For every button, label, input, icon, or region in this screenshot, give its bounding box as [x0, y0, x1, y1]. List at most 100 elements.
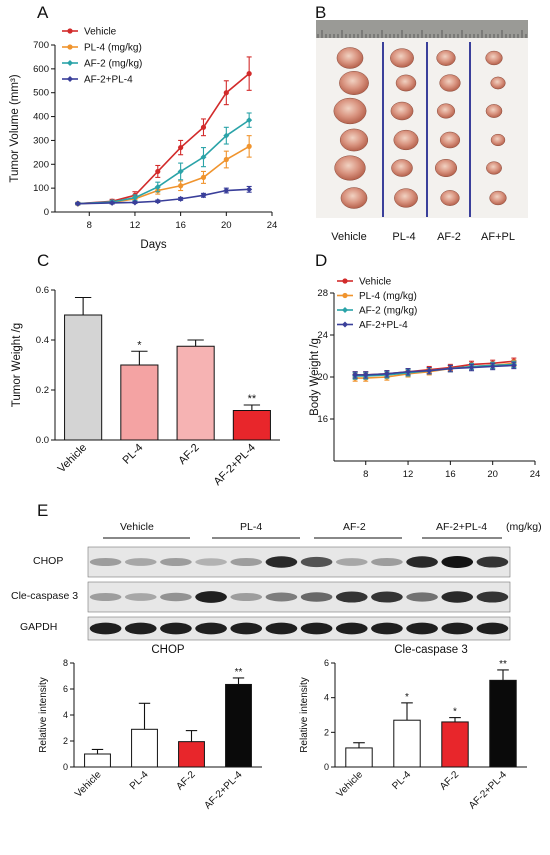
western-blot: Vehicle PL-4 AF-2 AF-2+PL-4 (mg/kg) CHOP… — [11, 521, 542, 641]
tumor — [434, 158, 458, 178]
y-tick-label: 300 — [33, 135, 49, 146]
blot-band — [476, 556, 509, 568]
y-axis-label: Body Weight /g — [309, 338, 321, 416]
panel-letter-d: D — [315, 251, 327, 270]
y-tick-label: 4 — [324, 693, 329, 703]
y-tick-label: 2 — [63, 736, 68, 746]
y-tick-label: 16 — [317, 414, 328, 425]
bar — [64, 314, 103, 441]
blot-band — [300, 592, 333, 602]
blot-label-gapdh: GAPDH — [20, 621, 57, 633]
blot-group-pl4: PL-4 — [240, 521, 262, 533]
y-tick-label: 600 — [33, 64, 49, 75]
blot-band — [441, 591, 474, 603]
legend-marker — [342, 292, 348, 299]
data-point — [200, 124, 207, 130]
photo-label-pl4: PL-4 — [392, 231, 415, 243]
tumor — [395, 74, 417, 92]
blot-band — [89, 622, 122, 635]
blot-band — [300, 556, 333, 568]
tumor-weight-chart: 0.0 0.2 0.4 0.6 Tumor Weight /g Vehicle * PL-4 A… — [11, 285, 280, 488]
blot-band — [300, 622, 333, 635]
panel-letter-a: A — [37, 3, 49, 22]
y-axis-label: Tumor Weight /g — [11, 323, 23, 407]
tumor — [340, 187, 368, 209]
chart-title: Cle-caspase 3 — [394, 644, 468, 656]
y-tick-label: 0.2 — [36, 385, 49, 396]
legend-marker — [67, 60, 73, 66]
legend-marker — [67, 28, 73, 34]
bar — [345, 747, 373, 768]
blot-band — [89, 592, 122, 602]
tumor — [489, 190, 507, 206]
chop-intensity-chart: 0 2 4 6 8 Relative intensity CHOP Vehicle PL-4 AF… — [38, 644, 262, 812]
blot-band — [371, 557, 403, 567]
bar — [84, 753, 111, 768]
data-point — [154, 183, 161, 190]
blot-group-af2: AF-2 — [343, 521, 366, 533]
data-point — [223, 156, 229, 163]
category-label: Vehicle — [335, 769, 366, 800]
y-tick-label: 6 — [63, 684, 68, 694]
chart-title: CHOP — [151, 644, 185, 656]
blot-band — [124, 593, 157, 601]
y-tick-label: 6 — [324, 658, 329, 668]
x-tick-label: 24 — [267, 220, 278, 231]
data-point — [426, 367, 433, 374]
data-point — [177, 195, 184, 202]
tumor — [394, 188, 418, 208]
category-label: PL-4 — [121, 442, 146, 467]
tumor — [490, 133, 506, 147]
blot-strip — [87, 546, 511, 578]
data-point — [468, 364, 475, 371]
series-line-1 — [77, 145, 250, 205]
tumor-specimens — [333, 47, 507, 209]
x-tick-label: 16 — [445, 469, 456, 480]
panel-letter-e: E — [37, 501, 48, 520]
y-axis-label: Relative intensity — [38, 677, 49, 753]
significance-mark: * — [405, 692, 409, 703]
blot-band — [406, 556, 438, 568]
category-label: Vehicle — [56, 442, 90, 476]
y-tick-label: 0.4 — [36, 335, 49, 346]
legend-marker — [67, 76, 73, 82]
panel-letter-c: C — [37, 251, 49, 270]
significance-mark: ** — [248, 393, 257, 405]
blot-strip — [87, 616, 511, 641]
blot-band — [195, 558, 227, 566]
tumor — [485, 50, 503, 66]
category-label: AF-2 — [175, 769, 198, 792]
x-tick-label: 20 — [221, 220, 232, 231]
x-tick-label: 8 — [87, 220, 92, 231]
tumor — [333, 97, 367, 125]
tumor — [339, 71, 369, 95]
photo-label-af2: AF-2 — [437, 231, 461, 243]
blot-band — [406, 592, 438, 602]
data-point — [223, 132, 230, 139]
blot-unit: (mg/kg) — [506, 521, 542, 533]
clecaspase3-intensity-chart: 0 2 4 6 Relative intensity Cle-caspase 3 Vehic… — [299, 644, 527, 812]
data-point — [131, 199, 138, 206]
data-point — [154, 198, 161, 205]
blot-band — [89, 557, 122, 567]
blot-band — [124, 622, 157, 635]
blot-group-combo: AF-2+PL-4 — [436, 521, 487, 533]
data-point — [383, 370, 390, 377]
legend-marker — [342, 278, 348, 284]
data-point — [200, 192, 207, 199]
y-tick-label: 700 — [33, 40, 49, 51]
legend-label: AF-2 (mg/kg) — [84, 59, 142, 70]
bar — [120, 364, 159, 441]
blot-strip — [87, 581, 511, 613]
category-label: AF-2+PL-4 — [212, 442, 258, 488]
bar — [176, 345, 215, 441]
y-tick-label: 4 — [63, 710, 68, 720]
tumor — [485, 104, 503, 118]
data-point — [178, 144, 184, 151]
blot-band — [124, 558, 157, 566]
y-tick-label: 0 — [324, 762, 329, 772]
y-tick-label: 0.0 — [36, 435, 49, 446]
legend-label: AF-2 (mg/kg) — [359, 306, 417, 317]
legend-label: AF-2+PL-4 — [84, 75, 133, 86]
blot-band — [335, 622, 368, 635]
